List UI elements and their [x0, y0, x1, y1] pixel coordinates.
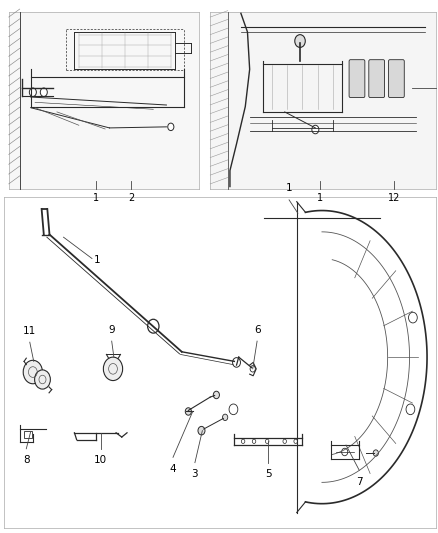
Circle shape	[148, 319, 159, 333]
Bar	[9, 12, 199, 189]
Circle shape	[294, 439, 297, 443]
Text: 13: 13	[437, 83, 438, 93]
Circle shape	[252, 439, 256, 443]
Circle shape	[168, 123, 174, 131]
Circle shape	[233, 358, 240, 367]
Text: 11: 11	[23, 326, 36, 336]
Text: 1: 1	[317, 193, 323, 203]
Text: 1: 1	[286, 183, 293, 193]
Circle shape	[35, 370, 50, 389]
Circle shape	[409, 312, 417, 323]
FancyBboxPatch shape	[369, 60, 385, 98]
Bar	[210, 12, 436, 189]
Text: 9: 9	[108, 325, 115, 335]
Text: 2: 2	[128, 193, 134, 203]
Circle shape	[312, 125, 319, 134]
Circle shape	[40, 88, 47, 96]
Text: 8: 8	[23, 455, 30, 465]
Circle shape	[241, 439, 245, 443]
Text: 3: 3	[191, 469, 198, 479]
Circle shape	[213, 391, 219, 399]
Circle shape	[198, 426, 205, 435]
Circle shape	[353, 74, 361, 84]
Circle shape	[23, 360, 42, 384]
Circle shape	[295, 35, 305, 47]
FancyBboxPatch shape	[349, 60, 365, 98]
Text: 1: 1	[93, 193, 99, 203]
Circle shape	[372, 74, 381, 84]
Text: 5: 5	[265, 469, 272, 479]
Text: 12: 12	[388, 193, 400, 203]
Text: 10: 10	[94, 455, 107, 465]
Circle shape	[406, 404, 415, 415]
Circle shape	[185, 408, 191, 415]
Text: 1: 1	[94, 255, 101, 264]
Text: 6: 6	[254, 325, 261, 335]
Circle shape	[229, 404, 238, 415]
Circle shape	[342, 448, 348, 456]
Bar	[4, 197, 436, 528]
Circle shape	[265, 439, 269, 443]
Circle shape	[392, 74, 401, 84]
Circle shape	[223, 414, 228, 421]
Text: 4: 4	[170, 464, 177, 474]
Circle shape	[250, 366, 255, 372]
Circle shape	[283, 439, 286, 443]
FancyBboxPatch shape	[389, 60, 404, 98]
Circle shape	[103, 357, 123, 381]
Text: 7: 7	[356, 477, 363, 487]
Bar	[24, 431, 32, 438]
Circle shape	[373, 450, 378, 456]
Circle shape	[29, 88, 36, 96]
